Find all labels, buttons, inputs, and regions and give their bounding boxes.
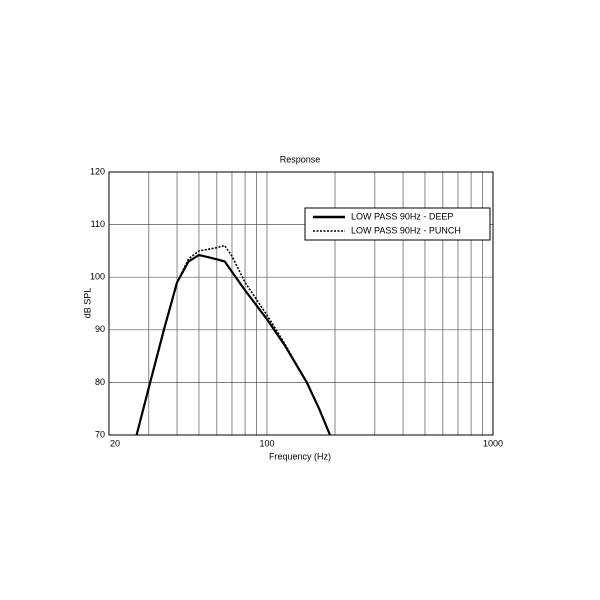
x-tick-label: 1000	[483, 438, 503, 448]
x-axis-label: Frequency (Hz)	[269, 451, 331, 461]
series-line	[135, 253, 332, 436]
y-tick-label: 80	[95, 377, 105, 387]
legend-label: LOW PASS 90Hz - DEEP	[351, 211, 453, 221]
chart-title: Response	[280, 154, 321, 164]
y-tick-label: 110	[91, 219, 105, 229]
plot-frame	[108, 171, 494, 436]
y-tick-label: 70	[95, 429, 105, 439]
x-tick-label: 100	[259, 438, 274, 448]
y-tick-label: 120	[90, 166, 105, 176]
legend-box	[304, 207, 491, 241]
x-tick-label: 20	[110, 438, 120, 448]
y-tick-label: 90	[95, 324, 105, 334]
legend-label: LOW PASS 90Hz - PUNCH	[351, 225, 461, 235]
y-tick-label: 100	[90, 272, 105, 282]
y-axis-label: dB SPL	[82, 288, 92, 319]
series-line	[135, 244, 331, 436]
